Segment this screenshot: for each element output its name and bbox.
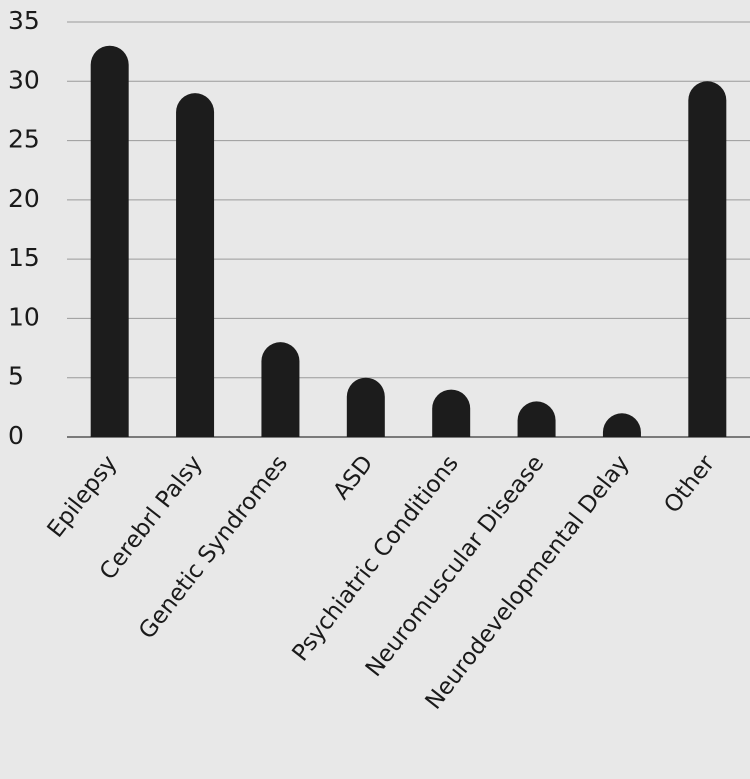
- bar: [90, 45, 129, 437]
- bar: [688, 81, 727, 438]
- bar: [517, 401, 556, 437]
- y-tick-label: 35: [8, 6, 40, 35]
- bar: [602, 413, 641, 437]
- x-tick-label: Neuromuscular Disease: [361, 451, 549, 682]
- y-tick-label: 20: [8, 184, 40, 213]
- x-tick-label: Epilepsy: [43, 451, 123, 543]
- bar: [176, 93, 215, 437]
- bar: [261, 342, 300, 437]
- y-tick-label: 10: [8, 302, 40, 331]
- y-tick-label: 5: [8, 362, 24, 391]
- x-tick-label: Other: [659, 450, 720, 518]
- bar: [346, 377, 385, 437]
- y-tick-label: 0: [8, 421, 24, 450]
- x-tick-label: ASD: [328, 451, 378, 505]
- y-tick-label: 25: [8, 125, 40, 154]
- y-tick-label: 15: [8, 243, 40, 272]
- y-tick-label: 30: [8, 65, 40, 94]
- x-tick-label: Psychiatric Conditions: [287, 451, 463, 667]
- x-tick-label: Genetic Syndromes: [134, 451, 293, 644]
- bar: [432, 389, 471, 437]
